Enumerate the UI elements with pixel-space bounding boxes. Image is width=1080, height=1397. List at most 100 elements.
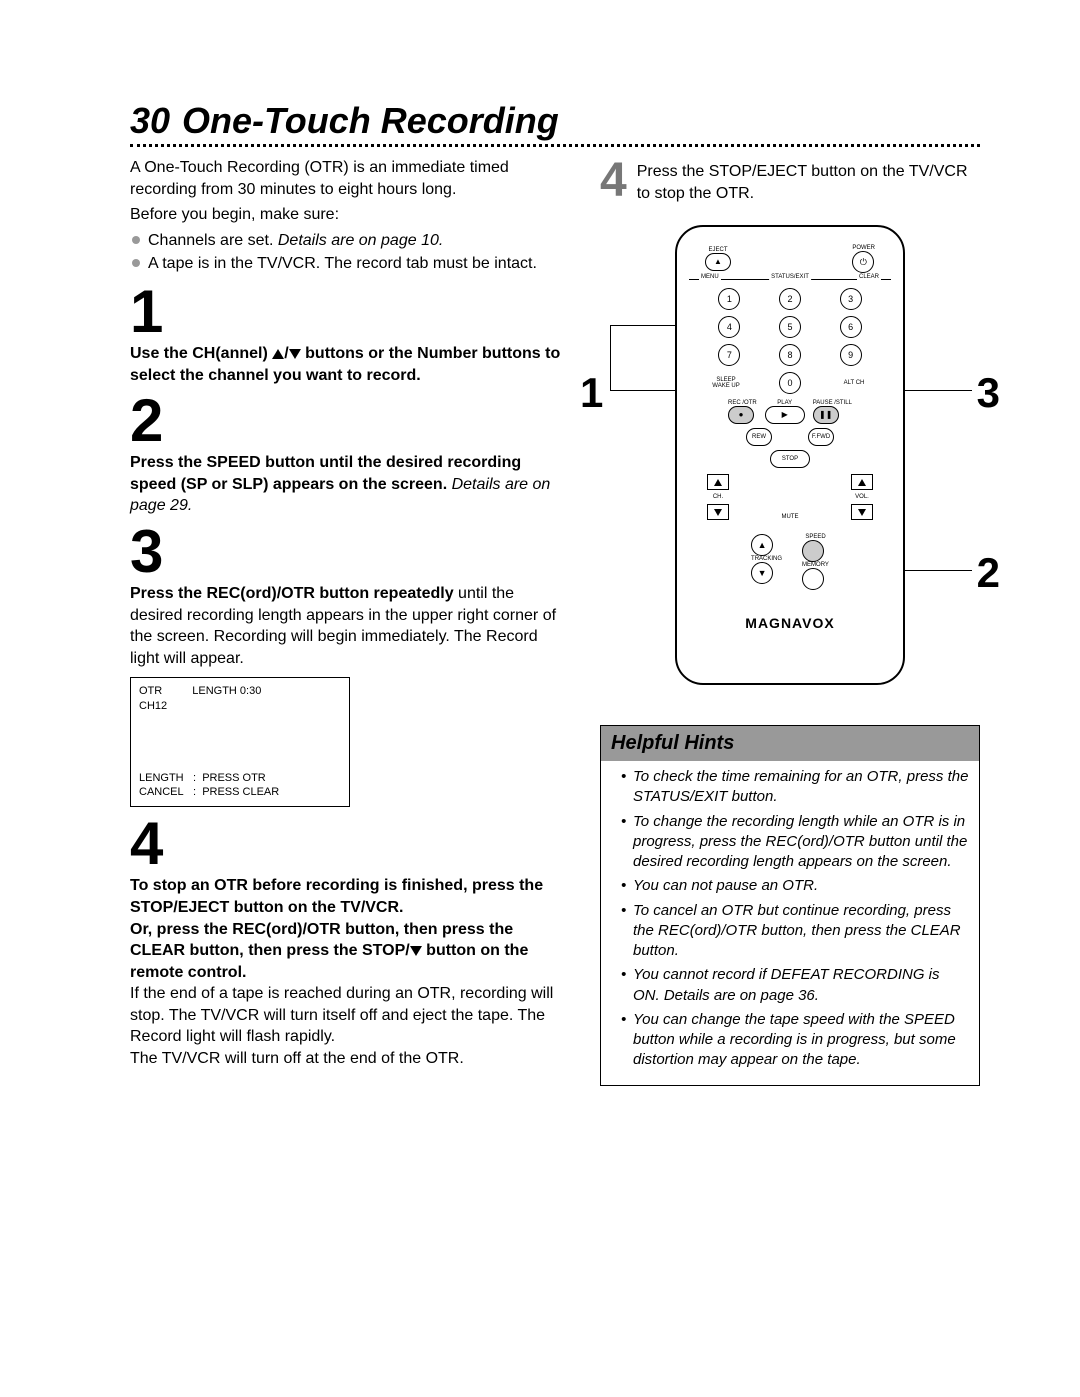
- num-5-button[interactable]: 5: [779, 316, 801, 338]
- intro-text: A One-Touch Recording (OTR) is an immedi…: [130, 157, 570, 200]
- hint-item: To change the recording length while an …: [621, 812, 969, 873]
- pause-label: PAUSE /STILL: [813, 400, 852, 406]
- rec-otr-button[interactable]: ●: [728, 406, 754, 424]
- clear-label: CLEAR: [857, 273, 881, 281]
- stop-button[interactable]: STOP: [770, 450, 810, 468]
- right-column: 4 Press the STOP/EJECT button on the TV/…: [600, 157, 980, 1086]
- down-triangle-icon: [410, 946, 422, 956]
- list-item: Channels are set. Details are on page 10…: [130, 230, 570, 252]
- callout-1-line: [610, 325, 611, 390]
- num-7-button[interactable]: 7: [718, 344, 740, 366]
- hint-item: You can not pause an OTR.: [621, 876, 969, 896]
- callout-1-line: [610, 325, 685, 326]
- pause-button[interactable]: ❚❚: [813, 406, 839, 424]
- status-label: STATUS/EXIT: [769, 273, 811, 281]
- speed-button[interactable]: [802, 540, 824, 562]
- vol-up-button[interactable]: [851, 474, 873, 490]
- power-label: POWER: [852, 245, 875, 251]
- right-step-4-text: Press the STOP/EJECT button on the TV/VC…: [637, 157, 980, 204]
- vol-down-button[interactable]: [851, 504, 873, 520]
- step1-bold-pre: Use the CH(annel): [130, 345, 272, 362]
- osd-b2c: PRESS CLEAR: [202, 786, 279, 798]
- remote-control: EJECT ▲ POWER ⏻ MENU STATUS/EXIT CLEAR 1: [675, 225, 905, 685]
- play-button[interactable]: ▶: [765, 406, 805, 424]
- before-text: Before you begin, make sure:: [130, 204, 570, 226]
- ch-label: CH.: [713, 494, 723, 500]
- number-pad: 1 2 3 4 5 6 7 8 9: [709, 288, 871, 366]
- rec-label: REC /OTR: [728, 400, 757, 406]
- play-label: PLAY: [765, 400, 805, 406]
- osd-ch: CH12: [139, 699, 341, 714]
- step-3-number: 3: [130, 525, 570, 579]
- num-8-button[interactable]: 8: [779, 344, 801, 366]
- num-3-button[interactable]: 3: [840, 288, 862, 310]
- ffwd-button[interactable]: F.FWD: [808, 428, 834, 446]
- page-number: 30: [130, 100, 170, 142]
- prereq-list: Channels are set. Details are on page 10…: [130, 230, 570, 275]
- step-2-text: Press the SPEED button until the desired…: [130, 452, 570, 517]
- tracking-up-button[interactable]: ▲: [751, 534, 773, 556]
- sleep-label: SLEEP WAKE UP: [711, 377, 741, 389]
- eject-label: EJECT: [705, 247, 731, 253]
- bullet-italic: Details are on page 10.: [278, 232, 443, 249]
- hints-title: Helpful Hints: [601, 726, 979, 761]
- up-triangle-icon: [272, 349, 284, 359]
- memory-button[interactable]: [802, 568, 824, 590]
- mute-label: MUTE: [782, 514, 799, 520]
- helpful-hints-box: Helpful Hints To check the time remainin…: [600, 725, 980, 1086]
- step4-bold1: To stop an OTR before recording is finis…: [130, 877, 543, 916]
- num-4-button[interactable]: 4: [718, 316, 740, 338]
- step4-p2: The TV/VCR will turn off at the end of t…: [130, 1048, 570, 1070]
- osd-b1c: PRESS OTR: [202, 772, 266, 784]
- page-title: One-Touch Recording: [182, 100, 559, 142]
- num-0-button[interactable]: 0: [779, 372, 801, 394]
- hint-item: To check the time remaining for an OTR, …: [621, 767, 969, 808]
- tracking-down-button[interactable]: ▼: [751, 562, 773, 584]
- left-column: A One-Touch Recording (OTR) is an immedi…: [130, 157, 570, 1086]
- callout-1-line: [610, 390, 685, 391]
- rew-button[interactable]: REW: [746, 428, 772, 446]
- osd-b2b: :: [193, 786, 196, 798]
- ch-up-button[interactable]: [707, 474, 729, 490]
- remote-sep: MENU STATUS/EXIT CLEAR: [689, 279, 891, 280]
- list-item: A tape is in the TV/VCR. The record tab …: [130, 253, 570, 275]
- step-4-text: To stop an OTR before recording is finis…: [130, 875, 570, 1069]
- step-1-number: 1: [130, 285, 570, 339]
- page-title-row: 30 One-Touch Recording: [130, 100, 980, 142]
- step-1-text: Use the CH(annel) / buttons or the Numbe…: [130, 343, 570, 386]
- num-6-button[interactable]: 6: [840, 316, 862, 338]
- memory-label: MEMORY: [802, 562, 829, 568]
- ch-down-button[interactable]: [707, 504, 729, 520]
- bullet-text: A tape is in the TV/VCR. The record tab …: [148, 255, 537, 272]
- osd-b2a: CANCEL: [139, 785, 193, 800]
- osd-screen-box: OTR LENGTH 0:30 CH12 LENGTH: PRESS OTR C…: [130, 677, 350, 807]
- osd-b1b: :: [193, 772, 196, 784]
- vol-label: VOL.: [855, 494, 869, 500]
- callout-1: 1: [580, 365, 603, 422]
- num-1-button[interactable]: 1: [718, 288, 740, 310]
- num-9-button[interactable]: 9: [840, 344, 862, 366]
- speed-label: SPEED: [802, 534, 829, 540]
- bullet-text: Channels are set.: [148, 232, 278, 249]
- osd-b1a: LENGTH: [139, 771, 193, 786]
- step-2-number: 2: [130, 394, 570, 448]
- altch-label: ALT CH: [839, 380, 869, 386]
- eject-button[interactable]: ▲: [705, 253, 731, 271]
- step-3-text: Press the REC(ord)/OTR button repeatedly…: [130, 583, 570, 669]
- step4-p1: If the end of a tape is reached during a…: [130, 983, 570, 1048]
- remote-diagram: 1 3 2 EJECT ▲ POWER ⏻: [600, 215, 980, 695]
- menu-label: MENU: [699, 273, 721, 281]
- down-triangle-icon: [289, 349, 301, 359]
- tracking-label: TRACKING: [751, 556, 782, 562]
- power-button[interactable]: ⏻: [852, 251, 874, 273]
- osd-length: LENGTH 0:30: [192, 684, 261, 699]
- hint-item: You cannot record if DEFEAT RECORDING is…: [621, 965, 969, 1006]
- hint-item: You can change the tape speed with the S…: [621, 1010, 969, 1071]
- osd-otr: OTR: [139, 684, 162, 699]
- brand-logo: MAGNAVOX: [689, 614, 891, 633]
- callout-2: 2: [977, 545, 1000, 602]
- num-2-button[interactable]: 2: [779, 288, 801, 310]
- right-step-4: 4 Press the STOP/EJECT button on the TV/…: [600, 157, 980, 205]
- callout-3: 3: [977, 365, 1000, 422]
- step3-bold: Press the REC(ord)/OTR button repeatedly: [130, 585, 454, 602]
